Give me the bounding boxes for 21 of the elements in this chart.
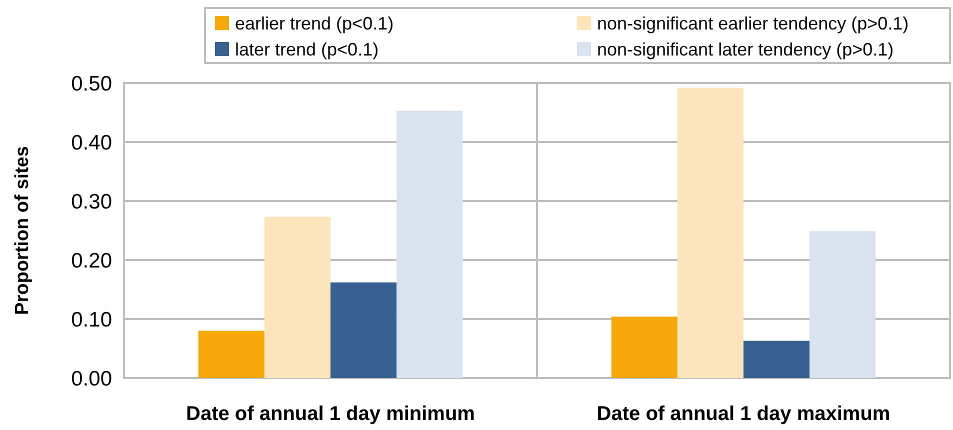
bar — [744, 340, 810, 378]
legend-label: later trend (p<0.1) — [235, 39, 379, 60]
bar — [810, 231, 876, 378]
bar — [264, 216, 330, 378]
y-tick-label: 0.40 — [71, 131, 112, 154]
legend-label: non-significant later tendency (p>0.1) — [597, 39, 894, 60]
legend-label: earlier trend (p<0.1) — [235, 13, 394, 34]
bar — [611, 316, 678, 378]
x-tick-label: Date of annual 1 day minimum — [186, 403, 475, 425]
y-axis-title: Proportion of sites — [12, 146, 33, 315]
y-tick-label: 0.30 — [71, 190, 112, 214]
y-tick-label: 0.50 — [71, 72, 112, 96]
bar — [198, 330, 264, 378]
x-tick-label: Date of annual 1 day maximum — [596, 403, 890, 425]
y-tick-label: 0.20 — [71, 249, 112, 272]
y-tick-label: 0.10 — [71, 308, 112, 332]
bar — [677, 88, 744, 378]
bar — [396, 110, 463, 378]
bar — [330, 282, 397, 378]
legend-label: non-significant earlier tendency (p>0.1) — [597, 13, 909, 34]
y-tick-label: 0.00 — [71, 367, 112, 390]
